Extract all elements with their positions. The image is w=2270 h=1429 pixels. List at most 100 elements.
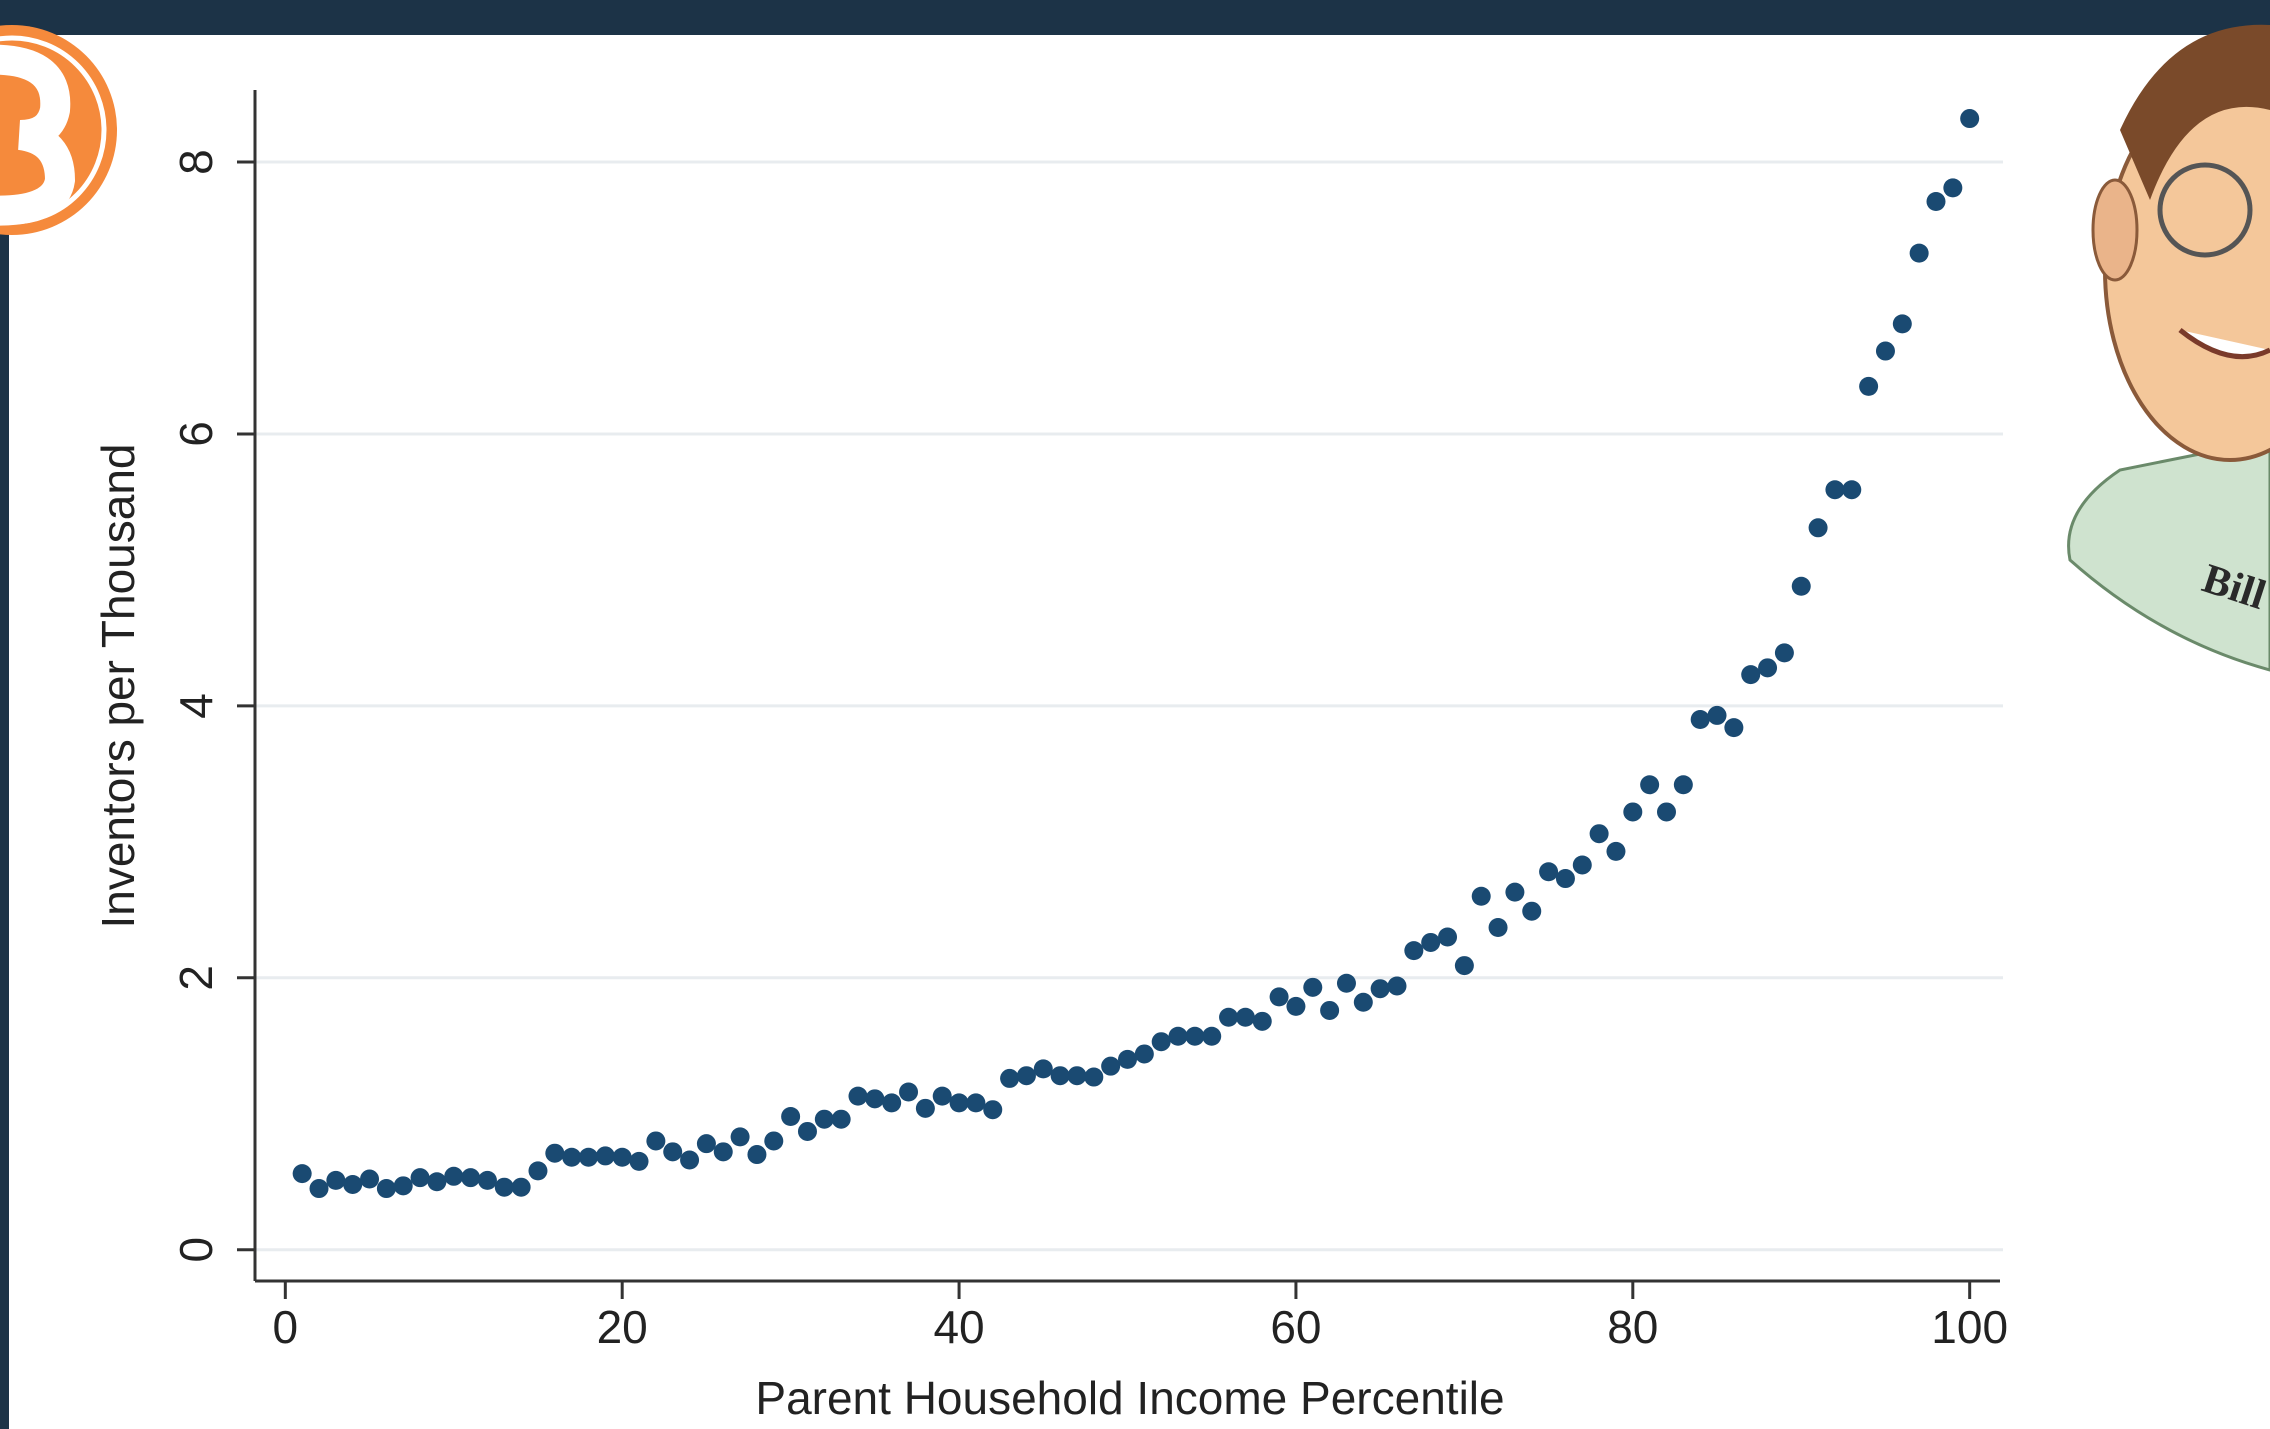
point: [326, 1170, 346, 1190]
point: [1438, 927, 1458, 947]
x-tick-label: 0: [273, 1301, 299, 1353]
point: [595, 1146, 615, 1166]
point: [1118, 1049, 1137, 1069]
point: [528, 1161, 548, 1181]
point: [511, 1177, 531, 1197]
point: [1623, 802, 1643, 822]
point: [1875, 341, 1895, 361]
point: [1033, 1059, 1053, 1079]
point: [865, 1089, 885, 1109]
y-tick-label: 2: [170, 965, 222, 991]
point: [1303, 977, 1323, 997]
x-tick-label: 80: [1607, 1301, 1658, 1353]
point: [1252, 1011, 1272, 1031]
point: [747, 1145, 767, 1165]
point: [1286, 996, 1306, 1016]
point: [1673, 775, 1693, 795]
point: [1202, 1026, 1222, 1046]
point: [612, 1147, 632, 1167]
point: [1084, 1067, 1104, 1087]
point: [899, 1082, 919, 1102]
point: [1219, 1007, 1239, 1027]
y-axis-label: Inventors per Thousand: [92, 443, 144, 928]
point: [410, 1168, 430, 1188]
point: [1555, 869, 1575, 889]
point: [915, 1098, 935, 1118]
point: [1842, 480, 1862, 500]
point: [393, 1176, 413, 1196]
point: [1539, 862, 1559, 882]
point: [1640, 775, 1660, 795]
point: [1000, 1068, 1020, 1088]
point: [1808, 518, 1828, 538]
point: [1269, 987, 1289, 1007]
y-tick-label: 6: [170, 421, 222, 447]
x-tick-label: 20: [597, 1301, 648, 1353]
point: [1387, 976, 1407, 996]
left-bar: [0, 0, 9, 1429]
point: [1707, 705, 1727, 725]
point: [1336, 973, 1356, 993]
point: [1471, 886, 1491, 906]
point: [680, 1150, 700, 1170]
point: [831, 1109, 851, 1129]
point: [1859, 376, 1879, 396]
x-tick-label: 60: [1270, 1301, 1321, 1353]
top-bar: [0, 0, 2270, 35]
point: [882, 1093, 902, 1113]
y-tick-label: 0: [170, 1237, 222, 1263]
point: [966, 1093, 986, 1113]
point: [1741, 665, 1761, 685]
point: [797, 1121, 817, 1141]
point: [1185, 1026, 1205, 1046]
point: [360, 1169, 380, 1189]
point: [1960, 109, 1980, 129]
point: [1016, 1066, 1036, 1086]
point: [848, 1086, 868, 1106]
point: [1505, 882, 1525, 902]
point: [309, 1179, 329, 1199]
point: [1758, 658, 1778, 678]
point: [1168, 1026, 1188, 1046]
point: [1522, 901, 1542, 921]
point: [949, 1093, 969, 1113]
point: [545, 1143, 565, 1163]
point: [1370, 979, 1390, 999]
point: [343, 1174, 363, 1194]
point: [1235, 1007, 1255, 1027]
point: [427, 1172, 447, 1192]
point: [1320, 1000, 1340, 1020]
point: [1825, 480, 1845, 500]
point: [562, 1147, 582, 1167]
point: [1454, 956, 1474, 976]
point: [1926, 191, 1946, 211]
point: [1791, 576, 1811, 596]
point: [814, 1109, 834, 1129]
point: [579, 1147, 599, 1167]
y-tick-label: 4: [170, 693, 222, 719]
point: [477, 1170, 497, 1190]
x-tick-label: 100: [1931, 1301, 2008, 1353]
point: [376, 1179, 396, 1199]
point: [764, 1131, 784, 1151]
point: [461, 1168, 481, 1188]
point: [781, 1106, 801, 1126]
point: [646, 1131, 666, 1151]
point: [1943, 178, 1963, 198]
point: [1774, 643, 1794, 663]
logo: [0, 25, 117, 235]
point: [1606, 841, 1626, 861]
point: [1656, 802, 1676, 822]
point: [663, 1142, 683, 1162]
point: [292, 1164, 312, 1184]
x-tick-label: 40: [933, 1301, 984, 1353]
point: [713, 1142, 733, 1162]
x-axis-label: Parent Household Income Percentile: [755, 1372, 1504, 1424]
portrait: Bill Gates: [2067, 24, 2270, 672]
point: [983, 1100, 1003, 1120]
point: [494, 1177, 514, 1197]
point: [696, 1134, 716, 1154]
point: [1690, 709, 1710, 729]
